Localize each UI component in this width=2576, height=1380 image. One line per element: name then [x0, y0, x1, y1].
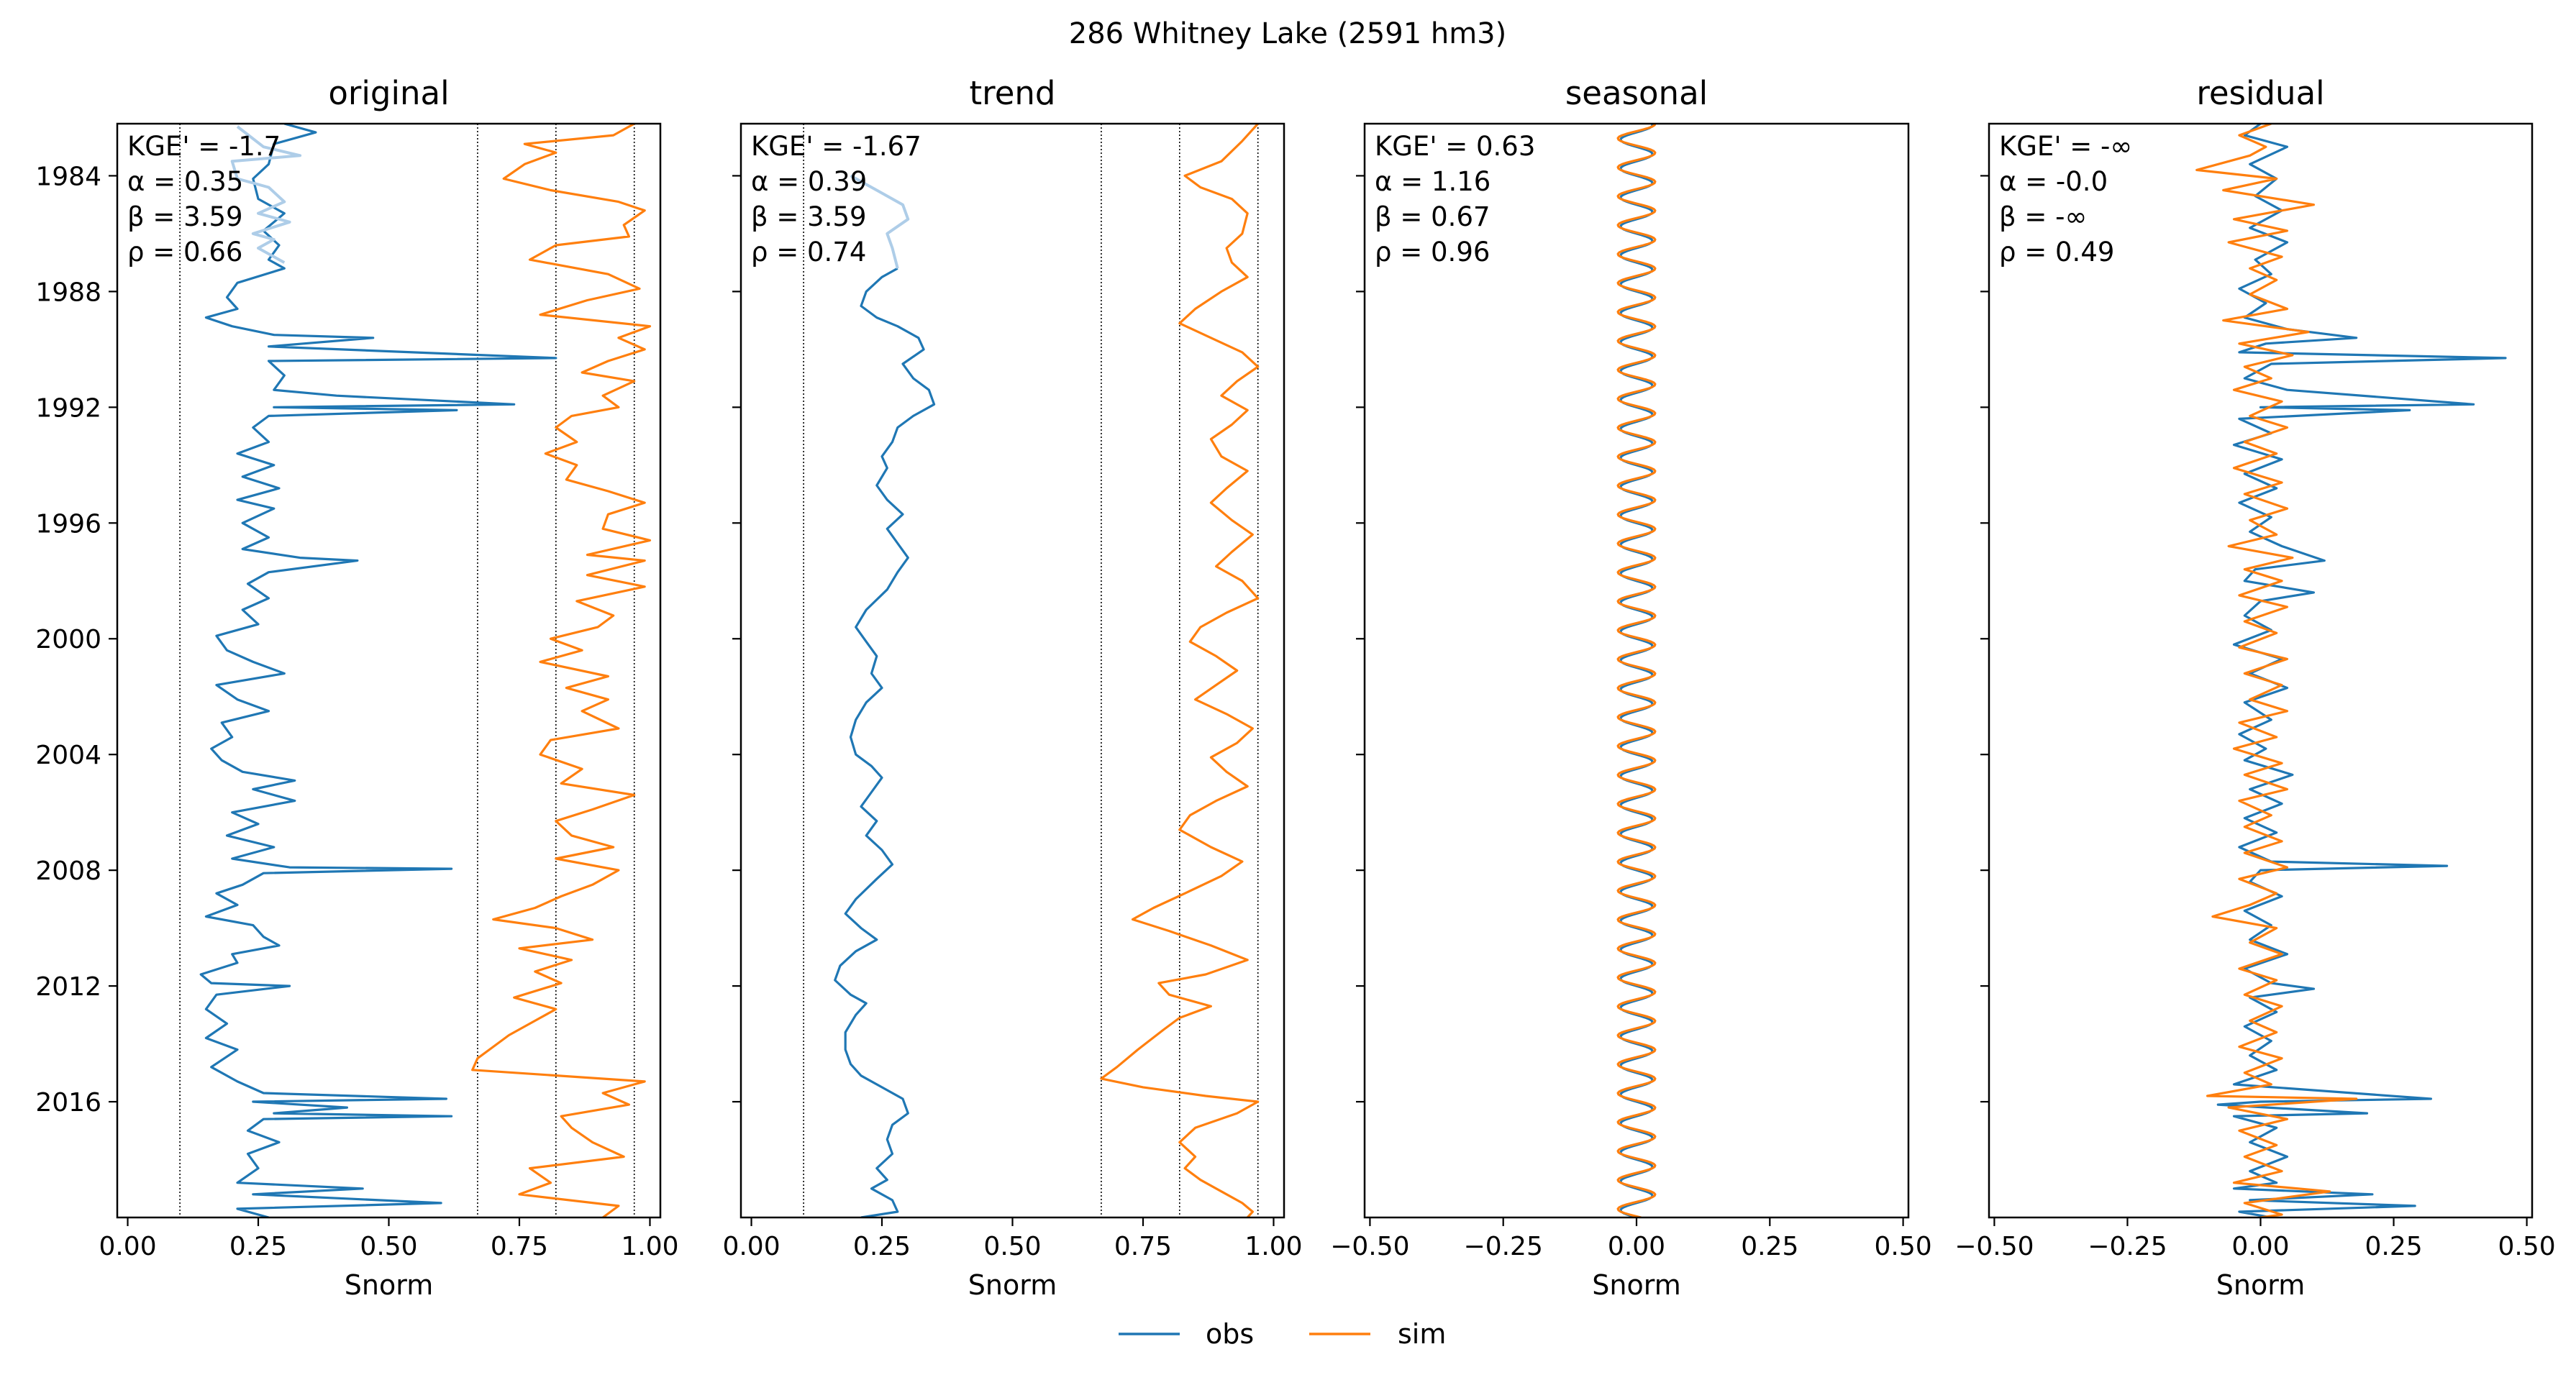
plot-area — [1616, 124, 1657, 1217]
legend-obs-label: obs — [1206, 1318, 1254, 1350]
series-line-sim — [2195, 124, 2358, 1217]
x-tick-label: 0.00 — [1608, 1232, 1665, 1261]
stats-text: β = 3.59 — [751, 201, 867, 232]
x-tick-label: −0.25 — [2088, 1232, 2167, 1261]
x-tick-label: −0.50 — [1330, 1232, 1409, 1261]
stats-text: KGE' = -1.67 — [751, 131, 921, 162]
panel-residual: residual −0.50 −0.25 0.00 0.25 0.50 Snorm KGE' … — [1954, 74, 2555, 1301]
x-tick-label: 0.25 — [2365, 1232, 2422, 1261]
x-tick-label: 0.00 — [722, 1232, 780, 1261]
axes-frame — [1363, 122, 1910, 1219]
x-axis-label: Snorm — [345, 1269, 433, 1301]
stats-text: β = 3.59 — [127, 201, 243, 232]
y-tick-label: 2016 — [35, 1088, 101, 1118]
y-tick-label: 1996 — [35, 509, 101, 539]
x-tick-label: 0.00 — [99, 1232, 156, 1261]
series-line-sim — [1616, 124, 1657, 1217]
panel-original: original 0.00 0.25 0.50 0.75 1.00 Snorm 1984 198… — [35, 74, 678, 1301]
x-axis-label: Snorm — [968, 1269, 1057, 1301]
x-tick-label: 0.50 — [983, 1232, 1041, 1261]
stats-text: KGE' = -1.7 — [127, 131, 281, 162]
stats-text: α = 0.35 — [127, 166, 243, 197]
x-tick-label: 0.50 — [2498, 1232, 2556, 1261]
panel-title: original — [328, 74, 449, 112]
x-tick-label: −0.50 — [1954, 1232, 2034, 1261]
series-line-obs — [834, 267, 936, 1217]
panel-title: seasonal — [1565, 74, 1708, 112]
x-tick-label: 1.00 — [621, 1232, 678, 1261]
panel-title: residual — [2196, 74, 2324, 112]
stats-text: α = 1.16 — [1375, 166, 1490, 197]
panel-title: trend — [970, 74, 1056, 112]
x-tick-label: 0.50 — [1875, 1232, 1932, 1261]
plot-area — [2195, 124, 2507, 1217]
y-tick-label: 2008 — [35, 856, 101, 886]
stats-text: KGE' = -∞ — [1999, 131, 2132, 162]
x-tick-label: −0.25 — [1464, 1232, 1543, 1261]
legend: obs sim — [1119, 1318, 1446, 1350]
series-line-obs_light — [230, 125, 302, 264]
x-tick-label: 1.00 — [1244, 1232, 1302, 1261]
x-axis-label: Snorm — [1592, 1269, 1680, 1301]
y-tick-label: 2004 — [35, 741, 101, 770]
series-line-obs — [2216, 124, 2507, 1217]
y-tick-label: 1984 — [35, 162, 101, 191]
stats-text: ρ = 0.74 — [751, 237, 866, 268]
suptitle: 286 Whitney Lake (2591 hm3) — [1069, 17, 1506, 50]
legend-sim-label: sim — [1398, 1318, 1446, 1350]
plot-area — [834, 124, 1260, 1217]
x-tick-label: 0.00 — [2231, 1232, 2289, 1261]
x-tick-label: 0.50 — [360, 1232, 417, 1261]
x-axis-label: Snorm — [2216, 1269, 2305, 1301]
series-line-sim — [1100, 124, 1260, 1217]
y-tick-label: 2012 — [35, 972, 101, 1002]
series-line-obs — [199, 124, 557, 1217]
x-tick-label: 0.75 — [1114, 1232, 1172, 1261]
y-tick-label: 2000 — [35, 625, 101, 654]
y-tick-label: 1988 — [35, 278, 101, 307]
series-line-sim — [471, 124, 652, 1217]
stats-text: ρ = 0.66 — [127, 237, 242, 268]
stats-text: ρ = 0.49 — [1999, 237, 2114, 268]
x-tick-label: 0.25 — [229, 1232, 287, 1261]
stats-text: α = 0.39 — [751, 166, 867, 197]
stats-text: ρ = 0.96 — [1375, 237, 1490, 268]
x-tick-label: 0.25 — [853, 1232, 911, 1261]
stats-text: KGE' = 0.63 — [1375, 131, 1535, 162]
panel-seasonal: seasonal −0.50 −0.25 0.00 0.25 0.50 Snorm KGE' … — [1330, 74, 1931, 1301]
series-line-obs_light — [850, 174, 910, 269]
y-tick-label: 1992 — [35, 393, 101, 423]
stats-text: α = -0.0 — [1999, 166, 2108, 197]
x-tick-label: 0.75 — [491, 1232, 548, 1261]
axes-frame — [739, 122, 1285, 1219]
panel-trend: trend 0.00 0.25 0.50 0.75 1.00 Snorm KGE' = -1.… — [722, 74, 1302, 1301]
x-tick-label: 0.25 — [1741, 1232, 1798, 1261]
stats-text: β = -∞ — [1999, 201, 2087, 232]
stats-text: β = 0.67 — [1375, 201, 1490, 232]
plot-area — [199, 124, 652, 1217]
